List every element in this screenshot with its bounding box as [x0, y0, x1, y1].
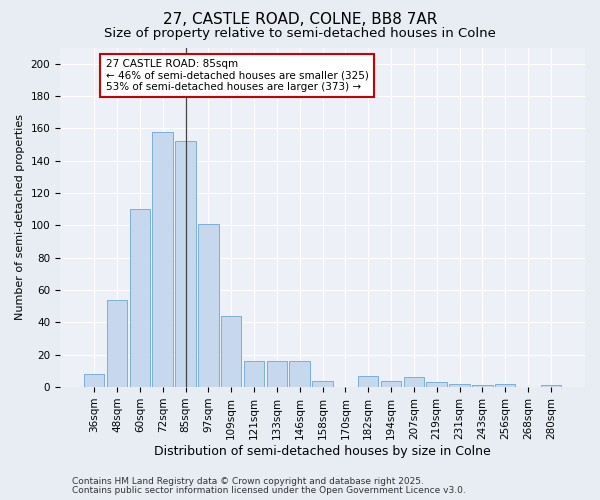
- Bar: [472, 386, 493, 387]
- Bar: [427, 382, 447, 387]
- Bar: [541, 386, 561, 387]
- Text: 27, CASTLE ROAD, COLNE, BB8 7AR: 27, CASTLE ROAD, COLNE, BB8 7AR: [163, 12, 437, 28]
- Bar: [358, 376, 379, 387]
- Bar: [266, 361, 287, 387]
- Bar: [84, 374, 104, 387]
- X-axis label: Distribution of semi-detached houses by size in Colne: Distribution of semi-detached houses by …: [154, 444, 491, 458]
- Bar: [244, 361, 264, 387]
- Bar: [152, 132, 173, 387]
- Bar: [221, 316, 241, 387]
- Text: Size of property relative to semi-detached houses in Colne: Size of property relative to semi-detach…: [104, 28, 496, 40]
- Text: Contains HM Land Registry data © Crown copyright and database right 2025.: Contains HM Land Registry data © Crown c…: [72, 477, 424, 486]
- Bar: [175, 142, 196, 387]
- Bar: [312, 380, 333, 387]
- Bar: [107, 300, 127, 387]
- Bar: [404, 378, 424, 387]
- Text: 27 CASTLE ROAD: 85sqm
← 46% of semi-detached houses are smaller (325)
53% of sem: 27 CASTLE ROAD: 85sqm ← 46% of semi-deta…: [106, 59, 368, 92]
- Bar: [495, 384, 515, 387]
- Bar: [130, 209, 150, 387]
- Y-axis label: Number of semi-detached properties: Number of semi-detached properties: [15, 114, 25, 320]
- Text: Contains public sector information licensed under the Open Government Licence v3: Contains public sector information licen…: [72, 486, 466, 495]
- Bar: [198, 224, 218, 387]
- Bar: [381, 380, 401, 387]
- Bar: [289, 361, 310, 387]
- Bar: [449, 384, 470, 387]
